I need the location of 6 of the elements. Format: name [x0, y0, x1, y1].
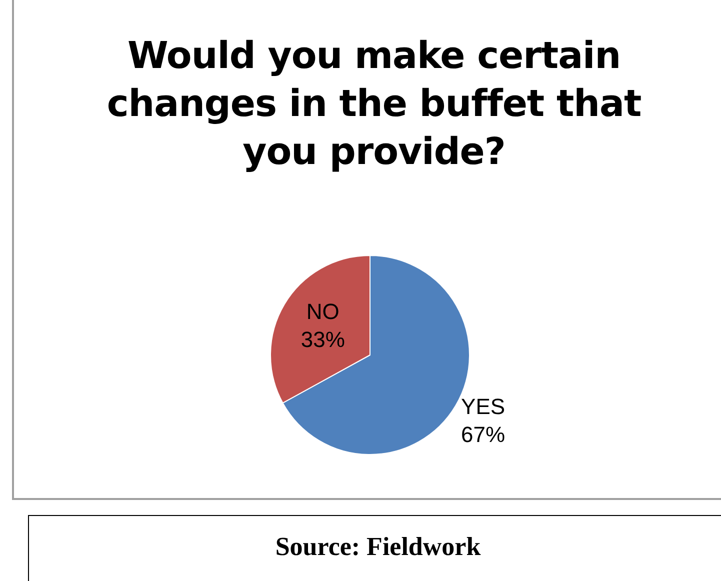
chart-title: Would you make certain changes in the buffet that you provide? — [106, 33, 642, 175]
slice-label: YES — [461, 394, 506, 419]
data-label: 33% — [300, 327, 345, 352]
slice-label: NO — [306, 299, 340, 324]
source-note: Source: Fieldwork — [28, 515, 721, 581]
data-label: 67% — [461, 422, 506, 447]
